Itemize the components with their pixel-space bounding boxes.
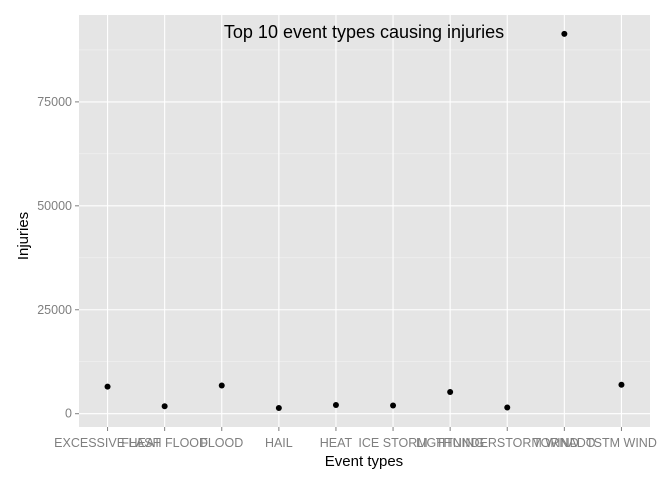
data-point [104, 383, 111, 390]
x-tick-label: FLASH FLOOD [121, 436, 208, 450]
data-point [218, 382, 225, 389]
data-point [332, 401, 339, 408]
x-tick-label: HAIL [265, 436, 293, 450]
data-point [561, 30, 568, 37]
x-tick-label: FLOOD [200, 436, 243, 450]
y-tick-label: 25000 [37, 303, 72, 317]
x-tick-label: LIGHTNING [416, 436, 484, 450]
y-axis-title: Injuries [15, 212, 32, 260]
data-point [161, 403, 168, 410]
x-tick-label: TSTM WIND [586, 436, 657, 450]
x-axis-title: Event types [325, 453, 403, 470]
y-axis-ticks: 0 25000 50000 75000 [37, 95, 79, 421]
y-tick-label: 0 [65, 407, 72, 421]
y-tick-label: 50000 [37, 199, 72, 213]
x-tick-label: THUNDERSTORM WIND [436, 436, 579, 450]
data-point [618, 381, 625, 388]
y-tick-label: 75000 [37, 95, 72, 109]
x-tick-label: ICE STORM [358, 436, 427, 450]
chart-title: Top 10 event types causing injuries [224, 22, 504, 42]
data-point [447, 388, 454, 395]
grid-minor [79, 49, 650, 363]
data-point [390, 402, 397, 409]
data-points [104, 30, 625, 412]
x-tick-label: HEAT [320, 436, 353, 450]
x-tick-label: TORNADO [533, 436, 596, 450]
plot-panel [79, 15, 650, 427]
x-tick-label: EXCESSIVE HEAT [54, 436, 161, 450]
grid-major [79, 15, 650, 427]
data-point [275, 405, 282, 412]
data-point [504, 404, 511, 411]
